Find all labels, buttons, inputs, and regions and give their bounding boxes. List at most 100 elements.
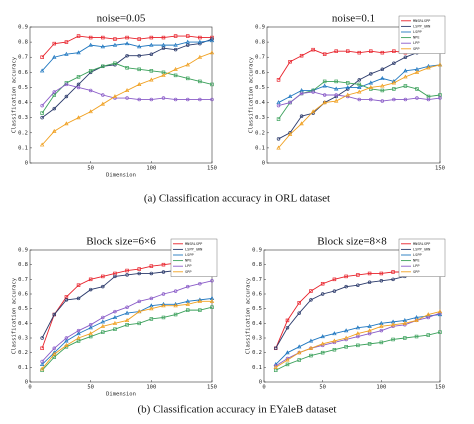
marker — [76, 283, 81, 287]
series-line — [278, 64, 441, 103]
marker — [198, 97, 202, 102]
marker — [210, 97, 214, 102]
marker — [39, 142, 45, 147]
marker — [332, 338, 337, 343]
marker — [88, 325, 93, 330]
marker — [101, 330, 105, 334]
marker — [173, 42, 178, 47]
y-tick-label: 0.3 — [18, 115, 28, 121]
marker — [100, 323, 105, 328]
x-tick-label: 100 — [146, 385, 156, 391]
marker — [357, 97, 362, 102]
x-tick-label: 50 — [319, 385, 326, 391]
marker — [426, 333, 431, 337]
marker — [101, 315, 105, 320]
y-axis-label: Classification accuracy — [12, 56, 18, 133]
marker — [345, 92, 350, 97]
marker — [392, 97, 396, 102]
x-tick-label: 50 — [87, 166, 94, 172]
marker — [161, 46, 166, 50]
y-tick-label: 0.7 — [252, 277, 262, 283]
marker — [355, 331, 361, 336]
y-tick-label: 0.2 — [18, 350, 28, 356]
marker — [125, 96, 129, 100]
marker — [185, 308, 190, 312]
chart: noise=0.1 0 0.1 0.2 0.3 0.4 0.5 0.6 0.7 0.8 0.9 150… — [249, 13, 446, 172]
marker — [137, 271, 141, 276]
marker — [345, 85, 350, 89]
series-line — [41, 83, 212, 106]
y-tick-label: 0.6 — [18, 292, 28, 298]
marker — [438, 330, 442, 334]
marker — [299, 121, 304, 126]
marker — [100, 44, 105, 49]
marker — [113, 274, 117, 279]
legend-label: SPP — [413, 47, 420, 51]
marker — [414, 334, 419, 339]
chart-title: noise=0.1 — [332, 13, 375, 25]
marker — [309, 298, 313, 302]
marker — [64, 40, 69, 44]
marker — [39, 366, 45, 371]
marker — [415, 96, 419, 100]
series-line — [41, 40, 213, 72]
marker — [149, 35, 154, 40]
marker — [426, 97, 431, 102]
y-tick-label: 0.8 — [252, 262, 262, 268]
marker — [161, 72, 166, 77]
marker — [320, 341, 325, 346]
marker — [198, 79, 202, 84]
marker — [391, 270, 395, 274]
y-tick-label: 0.9 — [18, 248, 28, 254]
marker — [88, 88, 93, 93]
series-line — [278, 91, 441, 107]
marker — [379, 271, 384, 276]
marker — [52, 54, 57, 59]
x-axis-label: Dimension — [106, 392, 136, 398]
marker — [113, 61, 117, 66]
x-tick-label: 150 — [435, 385, 445, 391]
legend-label: SPP — [413, 270, 420, 274]
marker — [299, 114, 304, 118]
marker — [367, 328, 372, 333]
marker — [101, 64, 105, 69]
marker — [185, 39, 190, 44]
marker — [125, 273, 129, 277]
marker — [197, 298, 203, 303]
marker — [344, 274, 348, 279]
marker — [125, 268, 129, 273]
marker — [355, 325, 361, 330]
y-tick-label: 0.5 — [252, 306, 262, 312]
series-line — [41, 280, 213, 362]
marker — [149, 42, 154, 47]
y-axis-label: Classification accuracy — [246, 277, 252, 354]
legend-label: MNSRLSPP — [413, 19, 430, 23]
marker — [367, 323, 372, 328]
marker — [149, 317, 154, 321]
marker — [137, 321, 141, 326]
marker — [76, 115, 81, 120]
marker — [343, 328, 349, 333]
series-line — [41, 35, 212, 58]
marker — [391, 80, 397, 85]
marker — [332, 347, 337, 352]
y-tick-label: 0.6 — [252, 292, 262, 298]
marker — [64, 342, 69, 347]
x-tick-label: 150 — [207, 385, 217, 391]
marker — [88, 35, 93, 40]
chart: noise=0.05 0 0.1 0.2 0.3 0.4 0.5 0.6 0.7 0.8 0.9 50… — [12, 13, 217, 179]
marker — [357, 50, 362, 55]
marker — [322, 79, 327, 84]
y-tick-label: 0.3 — [252, 336, 262, 342]
series-line — [275, 311, 441, 368]
marker — [344, 284, 348, 289]
x-tick-label: 0 — [262, 385, 265, 391]
y-tick-label: 0.2 — [255, 130, 265, 136]
marker — [173, 289, 178, 293]
marker — [415, 87, 419, 91]
marker — [273, 346, 278, 351]
x-axis-label: Dimension — [106, 173, 136, 179]
marker — [137, 37, 141, 41]
marker — [112, 315, 118, 320]
marker — [88, 331, 93, 336]
